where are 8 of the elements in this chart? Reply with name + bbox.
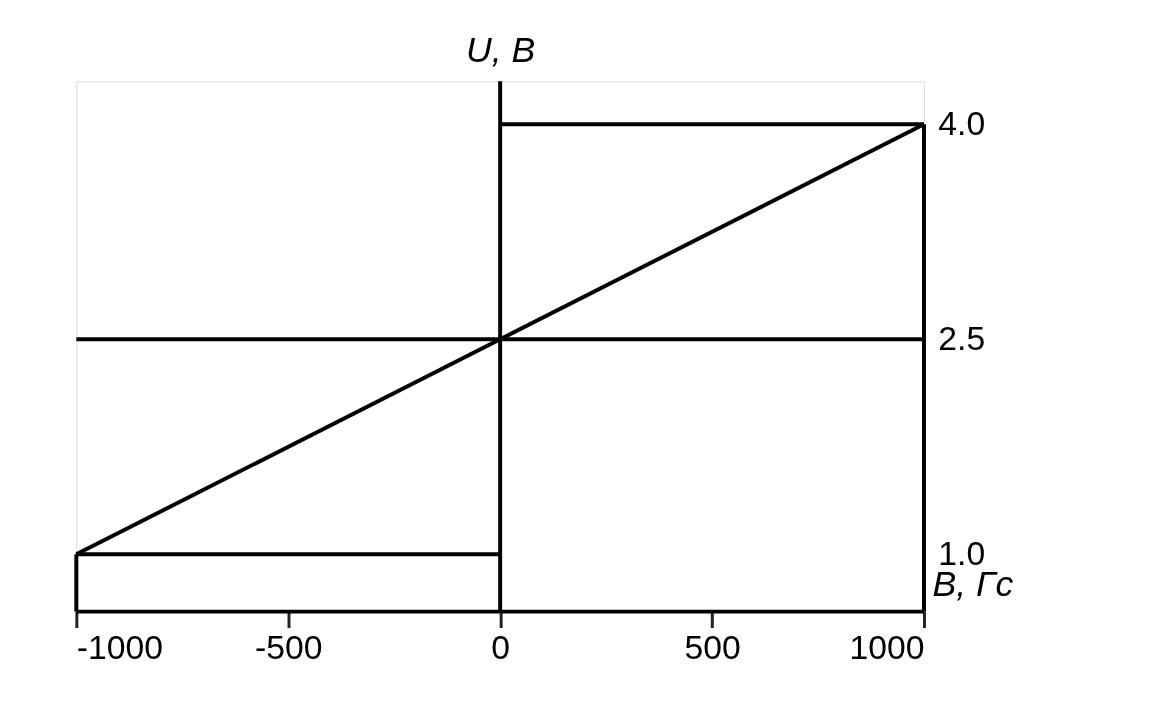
y-tick-label: 4.0: [938, 103, 986, 142]
y-axis-title: U, B: [465, 29, 536, 70]
x-tick-label: -500: [255, 627, 323, 666]
x-tick-label: 500: [684, 627, 741, 666]
x-tick-label: 1000: [849, 627, 925, 666]
y-tick-label: 2.5: [938, 318, 986, 357]
x-tick-label: 0: [491, 627, 511, 666]
x-tick-label: -1000: [76, 627, 163, 666]
